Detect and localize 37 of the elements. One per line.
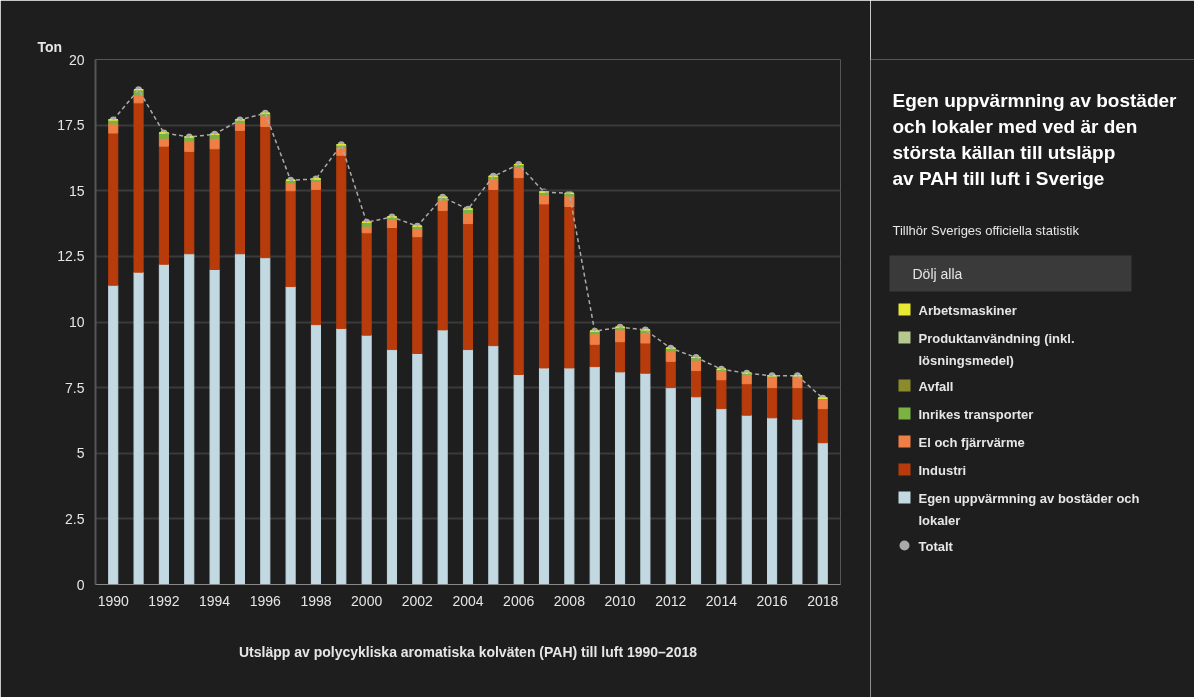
x-tick-label: 1994 — [199, 592, 231, 609]
x-tick-label: 2016 — [756, 592, 788, 609]
x-tick-label: 1992 — [148, 592, 180, 609]
y-tick-label: 10 — [68, 314, 85, 330]
x-tick-label: 2004 — [452, 592, 484, 609]
legend-label: Industri — [918, 462, 967, 478]
x-tick-label: 2014 — [705, 592, 738, 609]
x-tick-label: 1998 — [300, 592, 332, 609]
x-tick-label: 1990 — [97, 592, 130, 609]
y-tick-label: 5 — [76, 445, 85, 462]
y-tick-label: 0 — [76, 576, 85, 593]
y-tick-label: 7.5 — [65, 379, 85, 396]
x-tick-label: 2012 — [655, 592, 687, 609]
x-tick-label: 2018 — [807, 592, 839, 609]
text: Egen uppvärmning av bostäder och lokaler med ved är den största källan till utsläpp av PAH till luft i Sverige — [892, 89, 1178, 190]
x-tick-label: 2002 — [401, 592, 434, 609]
x-axis-title: Utsläpp av polycykliska aromatiska kolväten (PAH) till luft 1990–2018 — [238, 643, 698, 660]
x-tick-label: 2010 — [604, 592, 636, 609]
y-tick-label: 2.5 — [65, 510, 85, 527]
legend-label: El och fjärrvärme — [918, 434, 1025, 450]
legend-label: Inrikes transporter — [918, 406, 1034, 422]
x-tick-label: 2000 — [351, 592, 383, 609]
legend-label: Egen uppvärmning av bostäder och lokaler — [918, 490, 1140, 528]
legend-label: Arbetsmaskiner — [918, 302, 1017, 318]
y-tick-label: 20 — [68, 51, 85, 68]
x-tick-label: 1996 — [249, 592, 282, 609]
legend-label: Produktanvändning (inkl. lösningsmedel) — [918, 330, 1075, 368]
legend-label: Totalt — [918, 538, 954, 554]
y-tick-label: 17.5 — [57, 117, 85, 134]
y-axis-title: Ton — [37, 38, 63, 55]
legend-label: Avfall — [918, 378, 954, 394]
y-tick-label: 15 — [68, 182, 85, 199]
y-tick-label: 12.5 — [57, 248, 85, 265]
text: Dölj alla — [912, 265, 963, 282]
x-tick-label: 2008 — [553, 592, 586, 609]
text: Tillhör Sveriges officiella statistik — [892, 222, 1080, 238]
x-tick-label: 2006 — [503, 592, 535, 609]
